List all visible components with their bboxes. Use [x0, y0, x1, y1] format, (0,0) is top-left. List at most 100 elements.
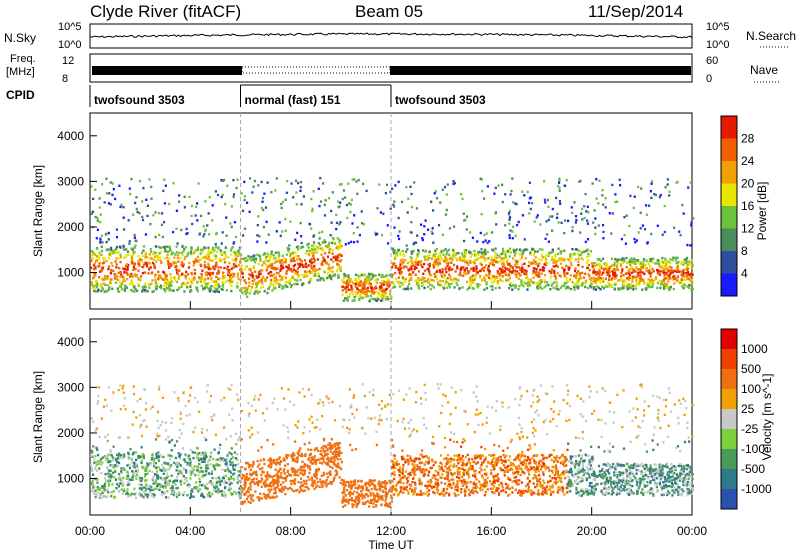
scatter-cell [274, 489, 277, 492]
scatter-cell [217, 458, 220, 461]
scatter-cell [283, 468, 286, 471]
scatter-cell [461, 286, 464, 289]
scatter-cell [616, 491, 619, 494]
scatter-cell [169, 487, 172, 490]
scatter-cell [467, 271, 470, 275]
scatter-cell [300, 481, 303, 484]
scatter-cell [163, 288, 166, 291]
scatter-cell [601, 223, 605, 227]
scatter-cell [126, 273, 129, 276]
scatter-cell [627, 270, 630, 273]
scatter-cell [115, 263, 118, 266]
scatter-cell [682, 275, 685, 279]
scatter-cell [319, 277, 323, 280]
scatter-cell [350, 286, 353, 289]
scatter-cell [644, 443, 647, 446]
scatter-cell [599, 277, 602, 280]
scatter-cell [262, 285, 265, 288]
scatter-cell [560, 480, 563, 483]
scatter-cell [559, 202, 562, 205]
scatter-cell [158, 274, 161, 277]
scatter-cell [467, 263, 470, 267]
scatter-cell [459, 271, 462, 275]
scatter-cell [133, 236, 136, 239]
scatter-cell [213, 267, 216, 271]
scatter-cell [613, 480, 616, 483]
scatter-cell [388, 292, 391, 296]
scatter-cell [477, 284, 480, 287]
scatter-cell [154, 285, 157, 288]
scatter-cell [531, 431, 534, 434]
scatter-cell [615, 282, 618, 285]
scatter-cell [137, 259, 140, 263]
scatter-cell [137, 284, 140, 287]
scatter-cell [469, 277, 472, 280]
scatter-cell [187, 251, 190, 255]
scatter-cell [386, 284, 389, 287]
scatter-cell [211, 280, 214, 283]
scatter-cell [215, 275, 218, 279]
scatter-cell [675, 267, 679, 270]
scatter-cell [317, 187, 320, 190]
scatter-cell [632, 284, 635, 288]
scatter-cell [409, 260, 412, 263]
scatter-cell [148, 253, 151, 256]
scatter-cell [436, 382, 439, 386]
scatter-cell [297, 255, 300, 258]
scatter-cell [532, 269, 535, 273]
scatter-cell [197, 248, 200, 251]
scatter-cell [130, 256, 134, 259]
scatter-cell [570, 206, 573, 209]
scatter-cell [414, 241, 418, 244]
scatter-cell [574, 472, 578, 476]
scatter-cell [238, 252, 241, 255]
scatter-cell [221, 277, 224, 280]
scatter-cell [336, 246, 339, 249]
scatter-cell [461, 257, 465, 260]
scatter-cell [511, 468, 514, 471]
scatter-cell [314, 274, 317, 278]
scatter-cell [545, 262, 548, 265]
scatter-cell [209, 463, 212, 466]
scatter-cell [189, 386, 192, 390]
scatter-cell [317, 242, 320, 245]
scatter-cell [415, 266, 418, 270]
scatter-cell [659, 475, 662, 478]
scatter-cell [586, 286, 590, 290]
scatter-cell [583, 216, 586, 220]
scatter-cell [610, 278, 613, 281]
scatter-cell [149, 222, 152, 226]
scatter-cell [370, 285, 373, 289]
scatter-cell [265, 476, 268, 479]
scatter-cell [178, 492, 181, 495]
scatter-cell [339, 260, 342, 263]
scatter-cell [397, 268, 401, 271]
scatter-cell [438, 254, 441, 257]
scatter-cell [601, 467, 604, 471]
scatter-cell [92, 197, 95, 201]
scatter-cell [563, 270, 566, 273]
scatter-cell [531, 202, 534, 205]
scatter-cell [175, 209, 178, 212]
scatter-cell [500, 489, 503, 493]
scatter-cell [233, 241, 236, 244]
scatter-cell [323, 271, 326, 274]
scatter-cell [294, 272, 297, 275]
scatter-cell [536, 285, 539, 288]
scatter-cell [567, 258, 570, 261]
scatter-cell [182, 391, 185, 395]
scatter-cell [294, 269, 297, 273]
scatter-cell [578, 275, 582, 278]
scatter-cell [114, 251, 117, 254]
scatter-cell [108, 287, 111, 290]
scatter-cell [392, 203, 395, 207]
scatter-cell [375, 299, 378, 303]
scatter-cell [585, 279, 588, 282]
scatter-cell [575, 276, 578, 279]
scatter-cell [498, 491, 501, 495]
scatter-cell [273, 261, 277, 264]
scatter-cell [619, 278, 622, 282]
cpid-strip: twofsound 3503 normal (fast) 151 twofsound… [89, 84, 486, 107]
scatter-cell [619, 488, 622, 491]
colorbar-tick: 24 [741, 154, 755, 168]
